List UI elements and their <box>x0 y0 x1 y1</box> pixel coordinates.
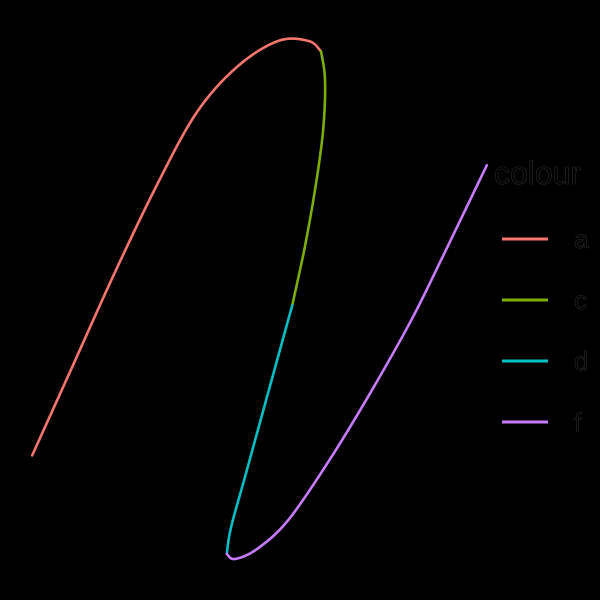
series-line-c <box>292 51 325 305</box>
series-line-f <box>227 165 487 559</box>
legend-label-f: f <box>574 407 582 437</box>
legend-entries: a c d f <box>502 224 589 437</box>
legend-title: colour <box>494 155 582 191</box>
series-lines <box>32 39 487 560</box>
series-line-a <box>32 39 321 456</box>
legend-label-a: a <box>574 224 589 254</box>
legend: colour a c d f <box>494 155 589 437</box>
series-line-d <box>227 305 292 554</box>
legend-label-d: d <box>574 346 588 376</box>
legend-label-c: c <box>574 285 587 315</box>
